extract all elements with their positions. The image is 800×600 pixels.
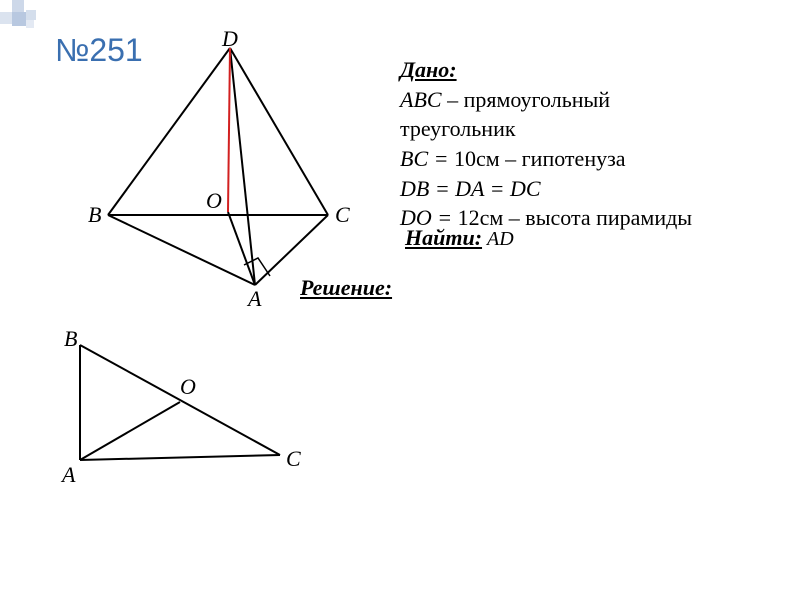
label2-A: A	[62, 462, 75, 488]
find-value: AD	[482, 228, 514, 250]
base-triangle-diagram: B A C O	[60, 330, 320, 500]
given-bc: BC =	[400, 146, 454, 171]
find-block: Найти: AD	[405, 225, 514, 251]
label2-O: O	[180, 374, 196, 400]
find-header: Найти:	[405, 225, 482, 250]
label-O: O	[206, 188, 222, 214]
given-block: Дано: ABC – прямоугольный треугольник BC…	[400, 55, 692, 233]
triangle-svg	[60, 330, 320, 500]
given-l1: – прямоугольный	[442, 87, 611, 112]
label-A: A	[248, 286, 261, 312]
given-l3: 10см – гипотенуза	[454, 146, 626, 171]
given-abc: ABC	[400, 87, 442, 112]
label2-B: B	[64, 326, 77, 352]
label-D: D	[222, 26, 238, 52]
label-B: B	[88, 202, 101, 228]
corner-decoration	[0, 0, 60, 30]
pyramid-diagram: D O B C A	[80, 40, 360, 300]
label-C: C	[335, 202, 350, 228]
given-l4: DB = DA = DC	[400, 174, 692, 204]
solution-header: Решение:	[300, 275, 392, 301]
given-header: Дано:	[400, 57, 457, 82]
given-l2: треугольник	[400, 114, 692, 144]
label2-C: C	[286, 446, 301, 472]
pyramid-svg	[80, 40, 360, 300]
